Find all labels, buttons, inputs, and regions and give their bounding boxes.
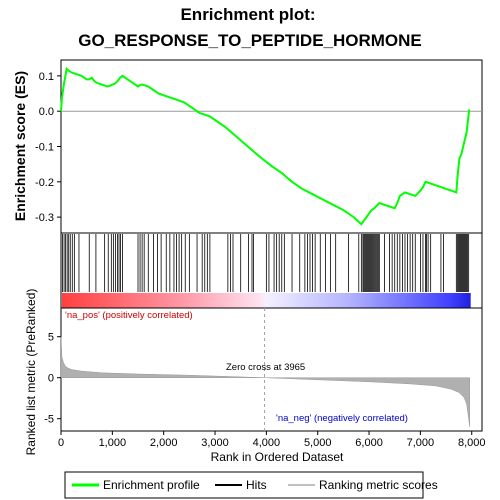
metric-y-tick-label: 5 (48, 332, 54, 344)
chart-title-line1: Enrichment plot: (180, 5, 315, 24)
metric-y-tick-label: -5 (44, 414, 54, 426)
legend: Enrichment profile Hits Ranking metric s… (64, 471, 438, 499)
x-tick-label: 2,000 (150, 437, 178, 449)
metric-y-axis-label: Ranked list metric (PreRanked) (24, 289, 38, 456)
neg-correlated-label: 'na_neg' (negatively correlated) (276, 413, 408, 424)
x-axis: 0 1,000 2,000 3,000 4,000 5,000 6,000 7,000 8,00… (58, 431, 486, 449)
x-tick-label: 4,000 (253, 437, 281, 449)
x-tick-label: 0 (58, 437, 64, 449)
es-panel-frame (60, 59, 483, 234)
es-y-ticks: 0.1 0.0 -0.1 -0.2 -0.3 (35, 71, 61, 224)
x-tick-label: 7,000 (407, 437, 435, 449)
legend-label-metric: Ranking metric scores (319, 478, 438, 492)
ranking-metric-area (60, 336, 470, 427)
metric-panel: 5 0 -5 'na_pos' (positively correlated) Ze… (24, 289, 483, 456)
x-tick-label: 6,000 (355, 437, 383, 449)
es-y-tick-label: -0.1 (35, 142, 54, 154)
hits-panel (60, 232, 483, 309)
ranking-color-bar (62, 293, 471, 308)
x-axis-label: Rank in Ordered Dataset (211, 450, 344, 464)
es-y-tick-label: -0.2 (35, 177, 54, 189)
zero-cross-label: Zero cross at 3965 (226, 362, 305, 373)
enrichment-profile-line (60, 66, 471, 226)
x-tick-label: 8,000 (458, 437, 486, 449)
x-tick-label: 1,000 (99, 437, 127, 449)
hits-marks (62, 234, 470, 292)
es-y-tick-label: 0.0 (39, 106, 54, 118)
legend-label-hits: Hits (246, 478, 267, 492)
es-y-tick-label: -0.3 (35, 212, 54, 224)
es-y-axis-label: Enrichment score (ES) (12, 71, 28, 221)
es-y-tick-label: 0.1 (39, 71, 54, 83)
legend-label-profile: Enrichment profile (103, 478, 200, 492)
metric-panel-frame (60, 307, 483, 432)
legend-frame (64, 471, 424, 499)
pos-correlated-label: 'na_pos' (positively correlated) (65, 310, 193, 321)
es-panel: 0.1 0.0 -0.1 -0.2 -0.3 Enrichment score (ES) (12, 59, 483, 234)
chart-title-line2: GO_RESPONSE_TO_PEPTIDE_HORMONE (78, 31, 422, 50)
metric-y-tick-label: 0 (48, 373, 54, 385)
x-tick-label: 5,000 (304, 437, 332, 449)
x-tick-label: 3,000 (201, 437, 229, 449)
metric-y-ticks: 5 0 -5 (44, 332, 61, 426)
